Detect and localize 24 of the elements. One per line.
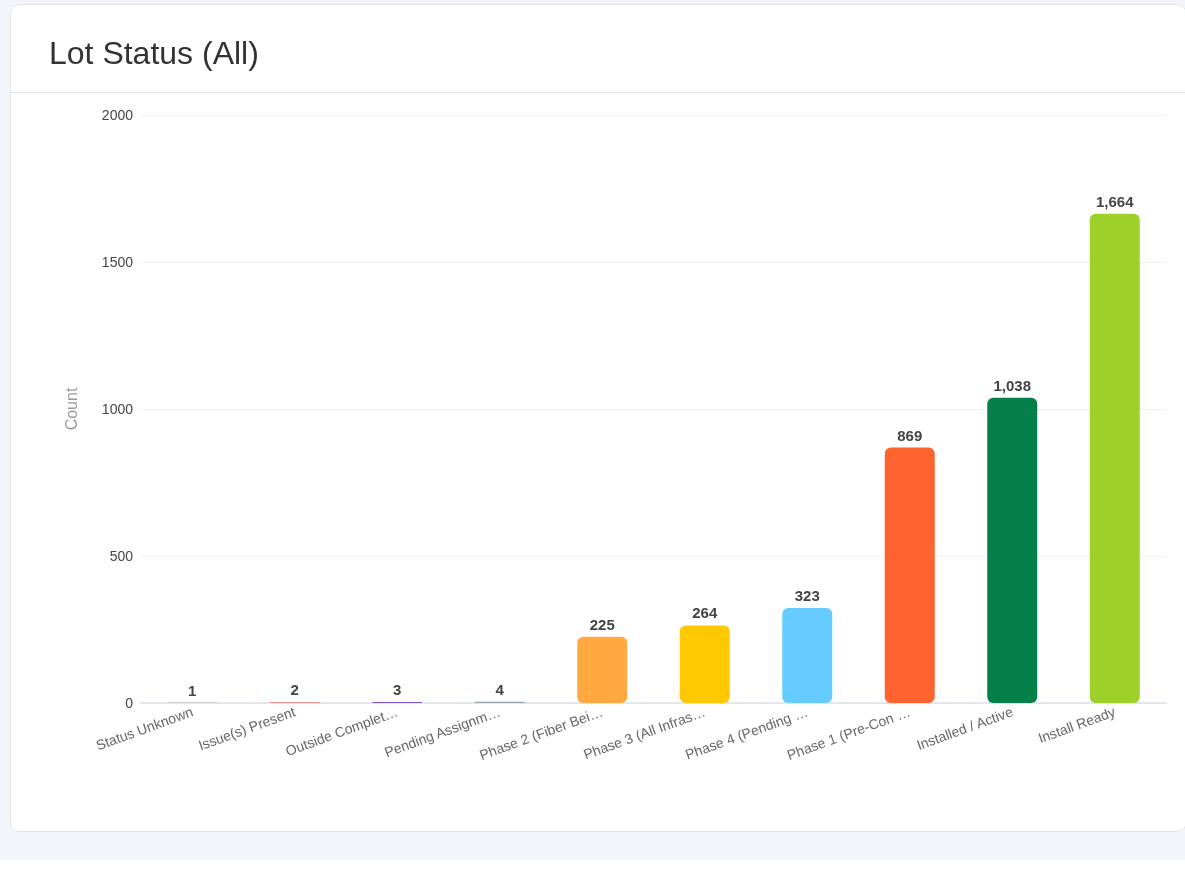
y-tick-label: 500	[109, 548, 134, 564]
data-label: 1,038	[993, 376, 1032, 394]
bar	[782, 608, 833, 703]
data-label: 2	[290, 681, 299, 699]
bar	[679, 625, 730, 703]
chart-title: Lot Status (All)	[11, 5, 1185, 93]
data-label: 1,664	[1095, 192, 1135, 210]
data-label: 1	[188, 681, 197, 699]
y-tick-label: 1500	[101, 254, 134, 270]
data-label: 225	[589, 615, 615, 633]
bar	[577, 636, 628, 703]
y-axis-title: Count	[62, 387, 80, 431]
data-label: 264	[692, 604, 718, 622]
data-label: 4	[495, 680, 505, 698]
data-label: 323	[794, 587, 820, 605]
data-label: 3	[393, 681, 402, 699]
bar	[987, 397, 1038, 703]
bar	[1089, 213, 1140, 703]
bar	[884, 447, 935, 703]
x-tick-label: Install Ready	[1035, 703, 1118, 747]
y-tick-label: 1000	[101, 401, 134, 417]
y-tick-label: 0	[125, 695, 134, 711]
data-label: 869	[897, 426, 923, 444]
y-tick-label: 2000	[101, 107, 134, 123]
